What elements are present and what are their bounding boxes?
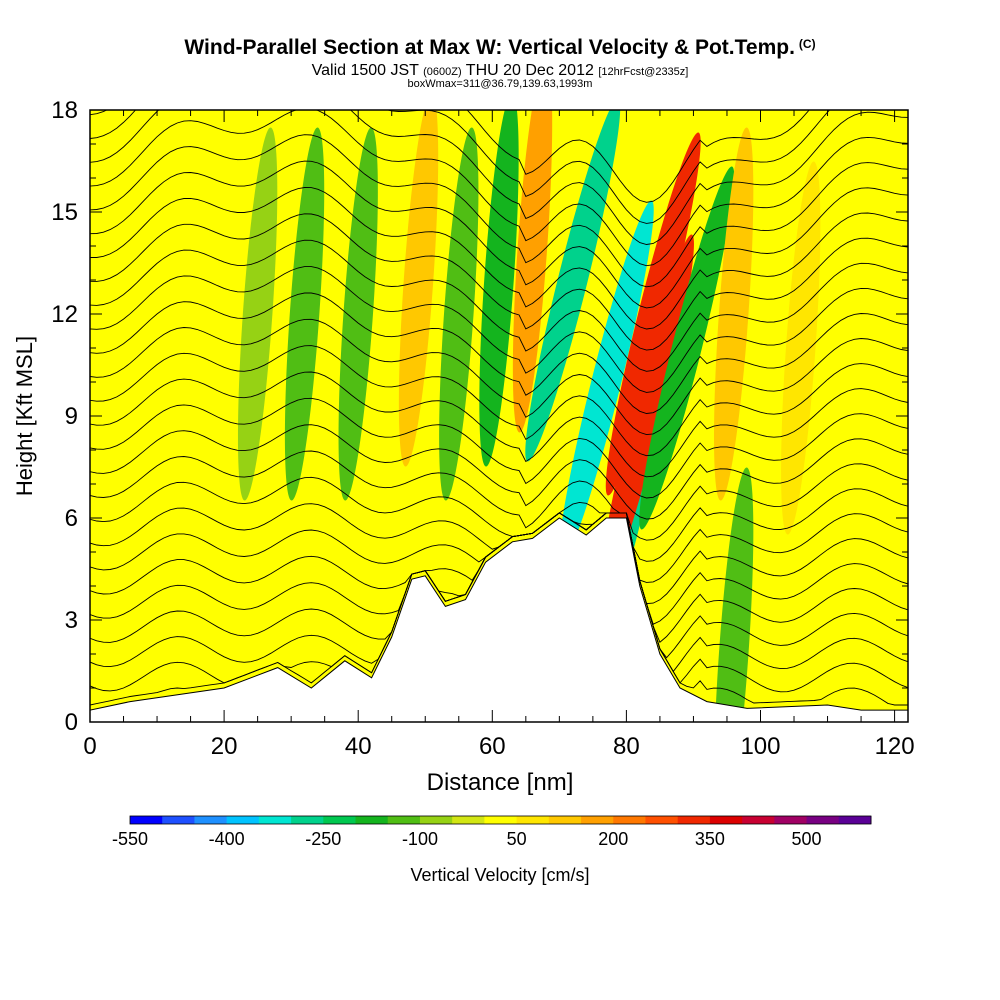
- colorbar-swatch: [355, 816, 389, 824]
- colorbar-swatch: [742, 816, 775, 824]
- colorbar-swatch: [774, 816, 808, 824]
- velocity-cell: [479, 110, 519, 467]
- box-info: boxWmax=311@36.79,139.63,1993m: [407, 78, 593, 90]
- y-tick-label: 15: [51, 199, 78, 226]
- y-tick-label: 9: [65, 403, 78, 430]
- colorbar-swatch: [484, 816, 518, 824]
- colorbar-swatch: [516, 816, 550, 824]
- x-tick-label: 100: [740, 733, 780, 760]
- theta-contour: [90, 476, 908, 562]
- velocity-cell: [781, 161, 821, 535]
- velocity-cell: [714, 127, 754, 501]
- colorbar: -550 -400 -250 -100 50 200 350 500: [112, 815, 872, 849]
- forecast-tag: [12hrFcst@2335z]: [598, 66, 689, 78]
- theta-contour: [90, 424, 908, 520]
- x-tick-label: 0: [83, 733, 96, 760]
- velocity-cell: [605, 132, 701, 496]
- x-tick-label: 20: [211, 733, 238, 760]
- chart-title: Wind-Parallel Section at Max W: Vertical…: [0, 36, 1000, 60]
- y-tick-label: 0: [65, 709, 78, 736]
- y-axis-label: Height [Kft MSL]: [12, 336, 37, 496]
- colorbar-swatch: [709, 816, 743, 824]
- colorbar-swatch: [645, 816, 679, 824]
- theta-contour: [90, 371, 908, 478]
- x-tick-label: 60: [479, 733, 506, 760]
- velocity-cell: [558, 200, 654, 564]
- colorbar-swatch: [613, 816, 646, 824]
- copyright-mark: (C): [798, 37, 816, 51]
- theta-contour: [90, 213, 908, 351]
- velocity-cell: [525, 110, 621, 462]
- colorbar-tick-label: -250: [305, 829, 341, 849]
- x-tick-label: 120: [875, 733, 915, 760]
- velocity-cell: [398, 110, 439, 467]
- colorbar-swatch: [323, 816, 357, 824]
- theta-contour: [90, 318, 908, 436]
- theta-contour: [90, 450, 908, 541]
- colorbar-frame: [129, 815, 872, 825]
- colorbar-swatch: [387, 816, 421, 824]
- velocity-cell: [284, 127, 325, 501]
- theta-contour: [90, 345, 908, 457]
- title-text: Wind-Parallel Section at Max W: Vertical…: [184, 36, 795, 59]
- colorbar-swatch: [838, 816, 872, 824]
- colorbar-swatch: [162, 816, 195, 824]
- colorbar-swatch: [452, 816, 485, 824]
- theta-contour: [90, 239, 908, 372]
- terrain-mask: [89, 517, 909, 723]
- y-tick-label: 12: [51, 301, 78, 328]
- valid-date: THU 20 Dec 2012: [465, 62, 594, 79]
- velocity-cell: [599, 234, 694, 598]
- y-axis: 0 3 6 9 12 15 18: [51, 97, 908, 736]
- theta-contour: [90, 503, 908, 583]
- colorbar-tick-label: -400: [209, 829, 245, 849]
- colorbar-tick-label: -550: [112, 829, 148, 849]
- colorbar-label: Vertical Velocity [cm/s]: [410, 865, 589, 885]
- valid-utc: (0600Z): [423, 66, 462, 78]
- colorbar-tick-label: 350: [695, 829, 725, 849]
- colorbar-tick-label: 500: [792, 829, 822, 849]
- colorbar-swatch: [258, 816, 292, 824]
- velocity-field: [90, 110, 908, 722]
- y-tick-label: 18: [51, 97, 78, 124]
- x-axis: 0 20 40 60 80 100 120: [83, 110, 915, 760]
- colorbar-swatch: [677, 816, 711, 824]
- theta-contour: [90, 160, 908, 309]
- valid-time: Valid 1500 JST: [311, 62, 419, 79]
- x-axis-label: Distance [nm]: [427, 769, 574, 796]
- theta-contour: [90, 292, 908, 414]
- velocity-cell: [714, 467, 754, 722]
- colorbar-swatch: [581, 816, 614, 824]
- theta-contour: [90, 110, 810, 203]
- velocity-cell: [512, 110, 553, 433]
- colorbar-tick-label: 200: [598, 829, 628, 849]
- colorbar-tick-label: 50: [507, 829, 527, 849]
- colorbar-swatch: [806, 816, 840, 824]
- x-tick-label: 80: [613, 733, 640, 760]
- theta-contour: [90, 187, 908, 330]
- colorbar-swatch: [419, 816, 453, 824]
- theta-contour: [90, 110, 908, 245]
- theta-contour: [90, 397, 908, 499]
- velocity-cell: [237, 127, 278, 501]
- velocity-cell: [639, 166, 735, 530]
- theta-contour: [90, 110, 831, 224]
- colorbar-tick-label: -100: [402, 829, 438, 849]
- velocity-cell: [338, 127, 378, 501]
- y-tick-label: 6: [65, 505, 78, 532]
- colorbar-swatch: [548, 816, 582, 824]
- colorbar-swatch: [130, 816, 163, 824]
- theta-contour: [90, 266, 908, 393]
- colorbar-swatch: [226, 816, 260, 824]
- x-tick-label: 40: [345, 733, 372, 760]
- y-tick-label: 3: [65, 607, 78, 634]
- colorbar-swatch: [194, 816, 228, 824]
- theta-contour: [90, 110, 908, 267]
- velocity-cell: [439, 127, 479, 501]
- chart-subtitle: Valid 1500 JST (0600Z) THU 20 Dec 2012 […: [0, 62, 1000, 80]
- theta-contour: [90, 134, 908, 288]
- theta-contours: [90, 110, 908, 706]
- colorbar-swatch: [291, 816, 324, 824]
